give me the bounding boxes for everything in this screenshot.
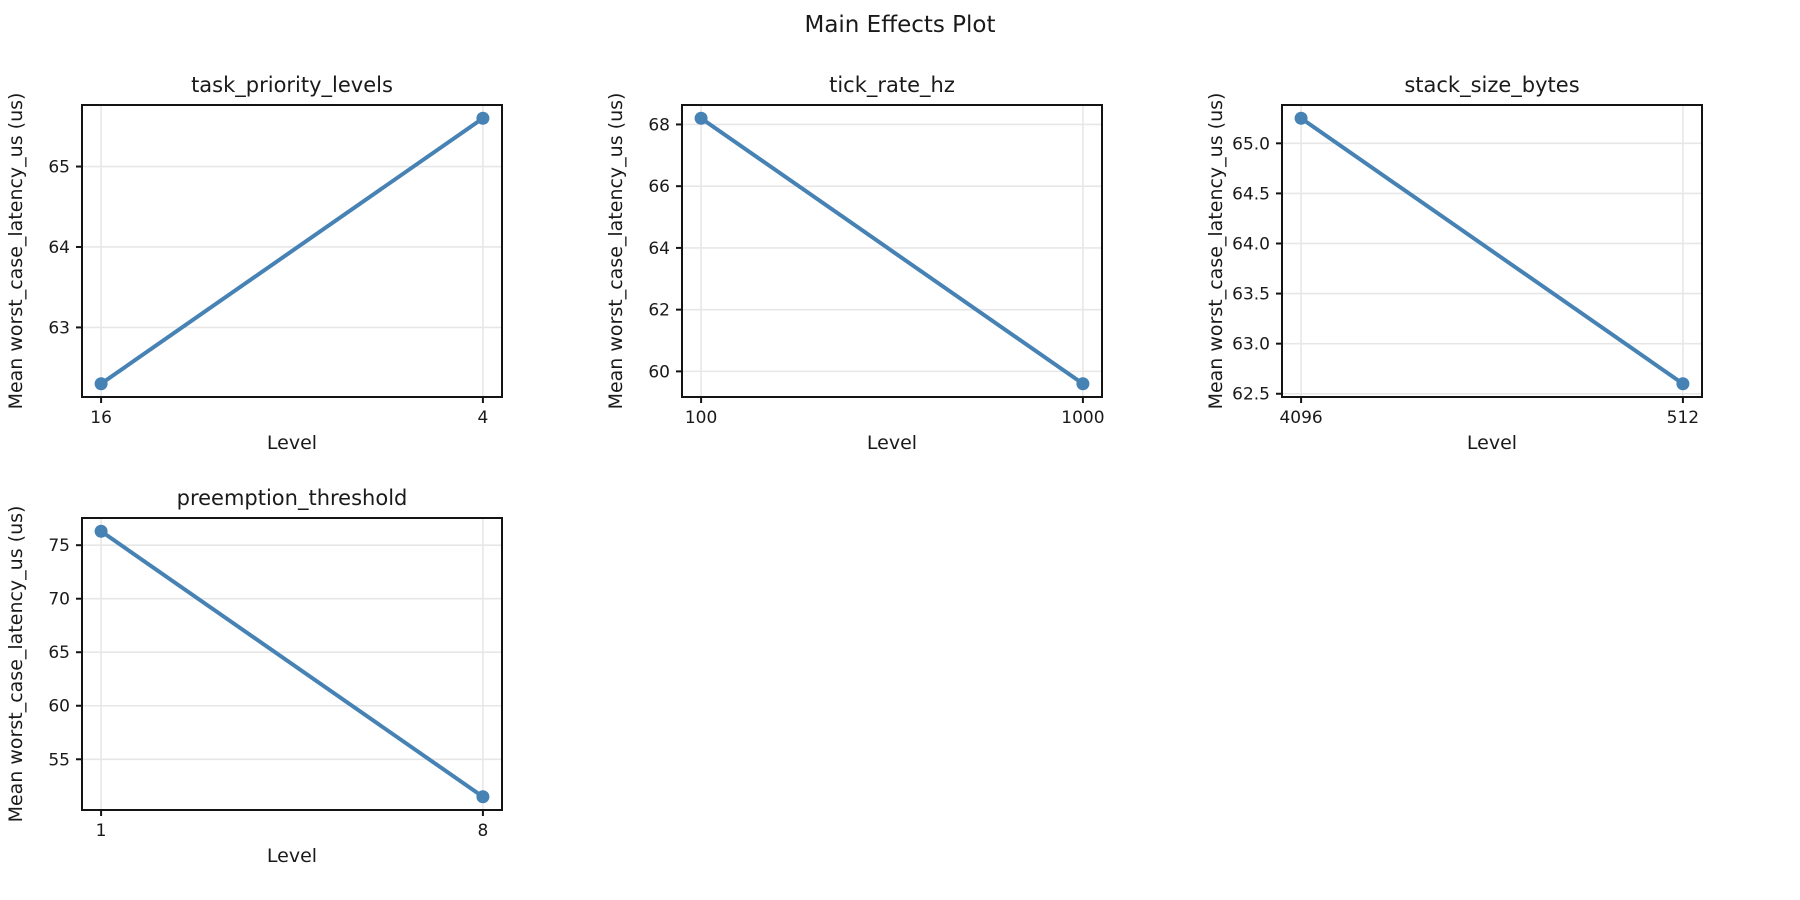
y-tick-label: 64: [48, 238, 70, 258]
y-tick-label: 55: [48, 750, 70, 770]
axes-frame: [681, 104, 1103, 398]
y-axis-label: Mean worst_case_latency_us (us): [605, 93, 627, 410]
x-tick-label: 512: [1667, 408, 1699, 428]
data-point-marker: [476, 790, 490, 804]
y-tick-label: 75: [48, 536, 70, 556]
y-tick-label: 60: [648, 362, 670, 382]
y-tick-label: 64.5: [1232, 184, 1270, 204]
x-tick-label: 16: [90, 408, 112, 428]
x-axis-label: Level: [267, 432, 317, 454]
y-tick-label: 60: [48, 697, 70, 717]
data-point-marker: [1076, 377, 1090, 391]
data-point-marker: [1294, 111, 1308, 125]
subplot-stack_size_bytes: 62.5 63.0 63.5 64.0 64.5 65.0 4096 512 stack_siz…: [1205, 73, 1703, 454]
x-tick-label: 4: [477, 408, 488, 428]
subplot-task_priority_levels: 63 64 65 16 4 task_priority_levels Level Mean w…: [5, 73, 503, 454]
subplot-tick_rate_hz: 60 62 64 66 68 100 1000 tick_rate_hz Level Mean w…: [605, 73, 1105, 454]
y-tick-label: 64: [648, 239, 670, 259]
axes-frame: [81, 104, 503, 398]
y-tick-label: 63: [48, 318, 70, 338]
x-tick-label: 1000: [1061, 408, 1104, 428]
x-axis-label: Level: [867, 432, 917, 454]
y-tick-label: 66: [648, 177, 670, 197]
x-axis-label: Level: [1467, 432, 1517, 454]
y-tick-label: 63.5: [1232, 285, 1270, 305]
x-tick-label: 1: [96, 821, 107, 841]
x-tick-label: 8: [477, 821, 488, 841]
axes-frame: [1281, 104, 1703, 398]
y-axis-label: Mean worst_case_latency_us (us): [1205, 93, 1227, 410]
y-tick-label: 65.0: [1232, 134, 1270, 154]
subplot-title: preemption_threshold: [177, 486, 408, 511]
y-axis-label: Mean worst_case_latency_us (us): [5, 506, 27, 823]
data-point-marker: [1676, 377, 1690, 391]
y-tick-label: 64.0: [1232, 234, 1270, 254]
data-point-marker: [94, 524, 108, 538]
data-point-marker: [476, 111, 490, 125]
x-axis-label: Level: [267, 845, 317, 867]
y-tick-label: 65: [48, 158, 70, 178]
data-line: [99, 116, 485, 386]
figure-title: Main Effects Plot: [804, 12, 996, 38]
y-tick-label: 62.5: [1232, 385, 1270, 405]
axes-frame: [81, 517, 503, 811]
y-tick-label: 68: [648, 115, 670, 135]
subplot-preemption_threshold: 55 60 65 70 75 1 8 preemption_threshold Level Mea…: [5, 486, 503, 867]
x-tick-label: 4096: [1279, 408, 1322, 428]
data-point-marker: [694, 111, 708, 125]
subplot-title: tick_rate_hz: [829, 73, 955, 98]
y-tick-label: 70: [48, 590, 70, 610]
x-tick-label: 100: [685, 408, 717, 428]
y-tick-label: 62: [648, 301, 670, 321]
subplot-title: task_priority_levels: [191, 73, 393, 98]
y-tick-label: 63.0: [1232, 335, 1270, 355]
y-tick-label: 65: [48, 643, 70, 663]
data-line: [1299, 116, 1685, 386]
subplot-title: stack_size_bytes: [1404, 73, 1579, 98]
y-axis-label: Mean worst_case_latency_us (us): [5, 93, 27, 410]
data-point-marker: [94, 377, 108, 391]
data-line: [99, 529, 485, 799]
data-line: [699, 116, 1085, 386]
